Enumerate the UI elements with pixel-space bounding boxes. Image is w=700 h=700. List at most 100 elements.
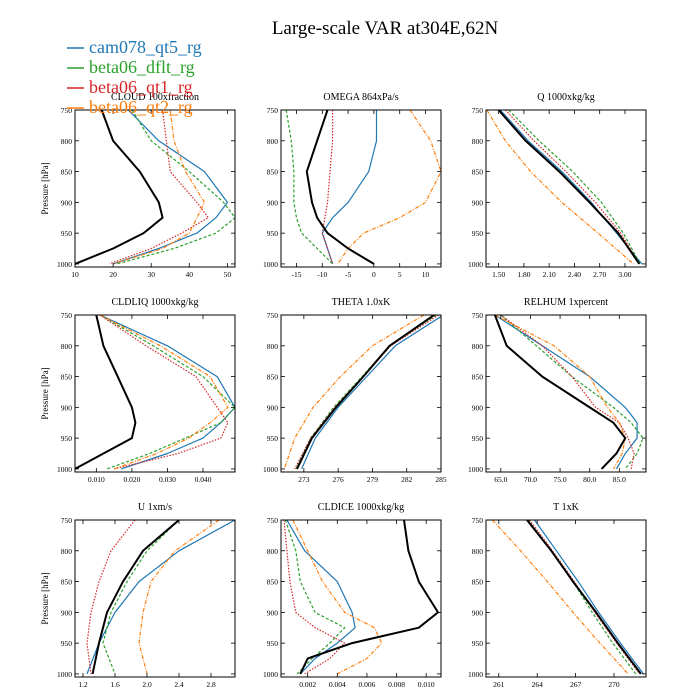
panel-4: CLDLIQ 1000xkg/kg 0.010 0.020 0.030 0.040 750… (40, 297, 236, 484)
y-tick-label: 1000 (57, 260, 72, 269)
panel-title: OMEGA 864xPa/s (323, 92, 398, 103)
x-tick-label: 285 (435, 475, 447, 484)
legend-entry-4: beta06_qt2_rg (89, 97, 193, 117)
x-tick-label: 65.0 (494, 475, 507, 484)
legend: cam078_qt5_rgbeta06_dflt_rgbeta06_qt1_rg… (67, 37, 202, 117)
y-tick-label: 850 (267, 578, 279, 587)
y-tick-label: 850 (472, 578, 484, 587)
panel-series-group (283, 315, 441, 470)
panel-title: THETA 1.0xK (332, 297, 391, 308)
y-tick-label: 950 (472, 639, 484, 648)
series-line-4 (337, 110, 441, 265)
y-tick-label: 850 (61, 373, 73, 382)
panel-series-group (493, 315, 644, 470)
y-tick-label: 850 (472, 373, 484, 382)
y-tick-label: 800 (267, 342, 279, 351)
x-tick-label: 0 (372, 270, 376, 279)
panel-title: CLDLIQ 1000xkg/kg (112, 297, 199, 308)
x-tick-label: 1.80 (517, 270, 530, 279)
y-tick-label: 800 (267, 137, 279, 146)
series-line-5 (526, 520, 642, 675)
panel-title: CLDICE 1000xkg/kg (318, 502, 404, 513)
x-tick-label: 1.6 (110, 680, 120, 689)
panel-series-group (491, 520, 644, 675)
series-line-4 (99, 315, 229, 470)
y-tick-label: 750 (472, 106, 484, 115)
y-tick-label: 850 (61, 168, 73, 177)
panel-frame (74, 109, 236, 268)
x-tick-label: 10 (71, 270, 79, 279)
y-tick-label: 800 (61, 342, 73, 351)
y-tick-label: 850 (472, 168, 484, 177)
series-line-4 (491, 520, 629, 675)
x-tick-label: 2.4 (174, 680, 184, 689)
y-tick-label: 800 (472, 342, 484, 351)
x-tick-label: 70.0 (524, 475, 537, 484)
panel-frame (485, 314, 647, 473)
y-tick-label: 1000 (263, 260, 278, 269)
panel-3: Q 1000xkg/kg 1.50 1.80 2.10 2.40 2.70 3.00 750 8… (468, 92, 647, 279)
y-tick-label: 900 (472, 608, 484, 617)
panel-6: RELHUM 1xpercent 65.0 70.0 75.0 80.0 85.0 750 8… (468, 297, 647, 484)
x-tick-label: 0.010 (418, 680, 435, 689)
y-tick-label: 750 (267, 106, 279, 115)
panel-title: CLOUD 100xfraction (111, 92, 199, 103)
y-tick-label: 850 (267, 168, 279, 177)
series-line-1 (99, 315, 235, 470)
series-line-5 (493, 315, 627, 470)
panel-frame (74, 314, 236, 473)
series-line-3 (294, 315, 440, 470)
series-line-4 (283, 315, 425, 470)
y-tick-label: 1000 (468, 260, 483, 269)
y-tick-label: 950 (267, 639, 279, 648)
y-tick-label: 950 (472, 434, 484, 443)
x-tick-label: 5 (398, 270, 402, 279)
y-tick-label: 800 (267, 547, 279, 556)
panel-title: RELHUM 1xpercent (524, 297, 608, 308)
panel-series-group (75, 110, 235, 265)
series-line-1 (112, 110, 228, 265)
x-tick-label: 0.004 (329, 680, 346, 689)
x-tick-label: 40 (186, 270, 194, 279)
panel-frame (485, 519, 647, 678)
series-line-1 (301, 315, 441, 470)
y-axis-label: Pressure [hPa] (40, 162, 50, 214)
x-tick-label: 75.0 (554, 475, 567, 484)
x-tick-label: 2.0 (142, 680, 152, 689)
y-tick-label: 1000 (263, 670, 278, 679)
panel-9: T 1xK 261 264 267 270 750 800 850 900 950 1000 (468, 502, 647, 689)
y-tick-label: 900 (267, 403, 279, 412)
series-line-2 (508, 110, 641, 265)
y-tick-label: 1000 (263, 465, 278, 474)
x-tick-label: -10 (317, 270, 327, 279)
y-axis-label: Pressure [hPa] (40, 572, 50, 624)
y-tick-label: 900 (61, 608, 73, 617)
series-line-5 (296, 315, 435, 470)
series-line-5 (497, 110, 641, 265)
panel-2: OMEGA 864xPa/s -15 -10 -5 0 5 10 750 800 850 900 95… (263, 92, 442, 279)
series-line-3 (283, 520, 346, 675)
series-line-3 (500, 315, 635, 470)
series-line-3 (109, 110, 209, 265)
x-tick-label: 282 (401, 475, 413, 484)
series-line-2 (284, 520, 346, 675)
panel-frame (74, 519, 236, 678)
series-line-1 (286, 520, 356, 675)
x-tick-label: 2.70 (593, 270, 606, 279)
x-tick-label: 264 (532, 680, 544, 689)
y-tick-label: 750 (472, 516, 484, 525)
y-tick-label: 800 (61, 137, 73, 146)
y-tick-label: 900 (472, 403, 484, 412)
series-line-5 (91, 520, 180, 675)
y-tick-label: 750 (267, 516, 279, 525)
y-tick-label: 750 (472, 311, 484, 320)
legend-entry-3: beta06_qt1_rg (89, 77, 193, 97)
x-tick-label: 0.008 (388, 680, 405, 689)
panel-title: U 1xm/s (138, 502, 172, 513)
series-line-1 (499, 110, 643, 265)
series-line-3 (504, 110, 640, 265)
y-tick-label: 750 (61, 311, 73, 320)
x-tick-label: 2.10 (543, 270, 556, 279)
